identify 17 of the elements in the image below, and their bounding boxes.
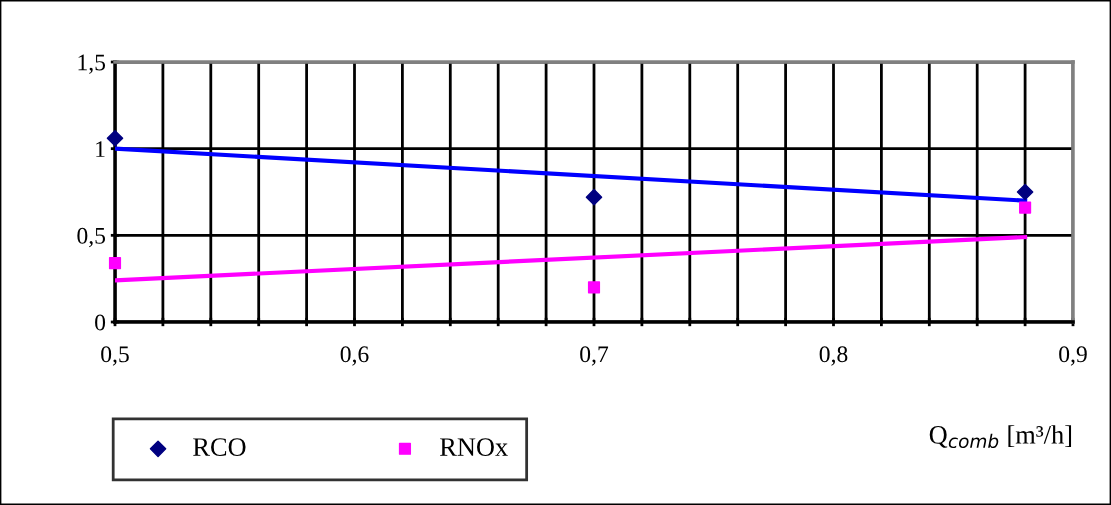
point [106, 129, 124, 147]
x-tick-label: 0,6 [340, 346, 369, 366]
y-tick-label: 0 [95, 314, 106, 331]
point [1019, 201, 1032, 214]
legend-label: RNOx [440, 438, 508, 456]
y-tick-label: 1,5 [78, 54, 106, 74]
point [587, 281, 601, 294]
point [585, 188, 603, 206]
y-tick-label: 1 [96, 141, 105, 157]
point [108, 256, 122, 270]
y-tick-label: 0,5 [77, 227, 106, 248]
legend-label: RCO [193, 438, 246, 456]
x-axis-title: Q$_{comb}$ [m³/h] [929, 425, 1072, 449]
x-tick-label: 0,8 [819, 346, 848, 366]
x-tick-label: 0,7 [580, 346, 609, 366]
x-tick-label: 0,9 [1059, 346, 1087, 366]
point [1016, 183, 1034, 201]
